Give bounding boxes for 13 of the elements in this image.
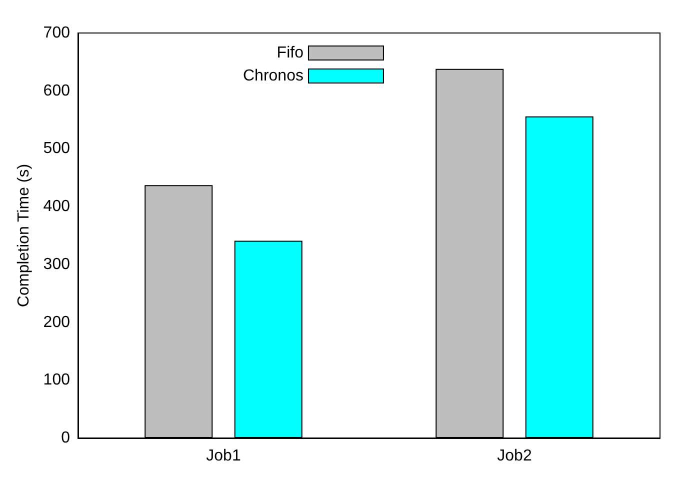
y-tick-label: 100 xyxy=(43,372,70,389)
y-tick-label: 400 xyxy=(43,198,70,216)
x-tick-label: Job2 xyxy=(497,448,532,464)
legend-label: Fifo xyxy=(276,44,304,62)
y-tick-label: 300 xyxy=(43,256,70,273)
y-tick-label: 600 xyxy=(43,82,70,100)
y-tick-label: 500 xyxy=(43,140,70,158)
y-tick-label: 200 xyxy=(43,314,70,331)
y-axis-title: Completion Time (s) xyxy=(16,164,32,308)
y-tick-label: 700 xyxy=(43,24,70,42)
legend-label: Chronos xyxy=(242,68,304,84)
y-tick-label: 0 xyxy=(61,430,70,446)
x-tick-label: Job1 xyxy=(206,448,241,464)
